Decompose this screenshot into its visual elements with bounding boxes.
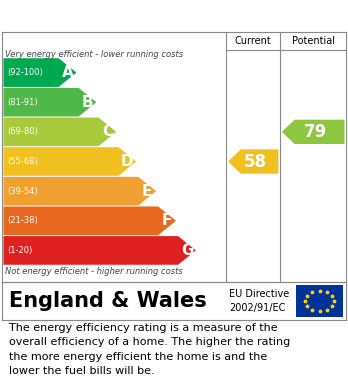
Text: EU Directive
2002/91/EC: EU Directive 2002/91/EC (229, 289, 290, 313)
Text: Very energy efficient - lower running costs: Very energy efficient - lower running co… (5, 50, 183, 59)
Polygon shape (3, 147, 136, 176)
Polygon shape (3, 58, 77, 87)
Polygon shape (3, 177, 156, 205)
Polygon shape (3, 236, 196, 265)
Text: (92-100): (92-100) (7, 68, 43, 77)
Text: 58: 58 (244, 152, 267, 170)
Polygon shape (282, 120, 345, 144)
Text: (81-91): (81-91) (7, 98, 38, 107)
Text: G: G (181, 243, 193, 258)
Text: A: A (62, 65, 73, 80)
Text: C: C (102, 124, 113, 139)
Polygon shape (228, 149, 278, 174)
Text: F: F (162, 213, 172, 228)
Text: D: D (121, 154, 134, 169)
Text: (69-80): (69-80) (7, 127, 38, 136)
Text: Potential: Potential (292, 36, 335, 46)
Polygon shape (3, 88, 96, 117)
Text: (39-54): (39-54) (7, 187, 38, 196)
Text: Current: Current (235, 36, 272, 46)
Text: (21-38): (21-38) (7, 216, 38, 225)
Text: Energy Efficiency Rating: Energy Efficiency Rating (9, 9, 219, 23)
Text: (55-68): (55-68) (7, 157, 38, 166)
Text: E: E (142, 184, 152, 199)
Bar (296, 285, 343, 317)
Text: 79: 79 (303, 123, 327, 141)
Text: (1-20): (1-20) (7, 246, 32, 255)
Polygon shape (3, 118, 116, 146)
Polygon shape (3, 206, 176, 235)
Text: B: B (82, 95, 93, 110)
Text: Not energy efficient - higher running costs: Not energy efficient - higher running co… (5, 267, 183, 276)
Text: The energy efficiency rating is a measure of the
overall efficiency of a home. T: The energy efficiency rating is a measur… (9, 323, 290, 376)
Text: England & Wales: England & Wales (9, 291, 206, 311)
